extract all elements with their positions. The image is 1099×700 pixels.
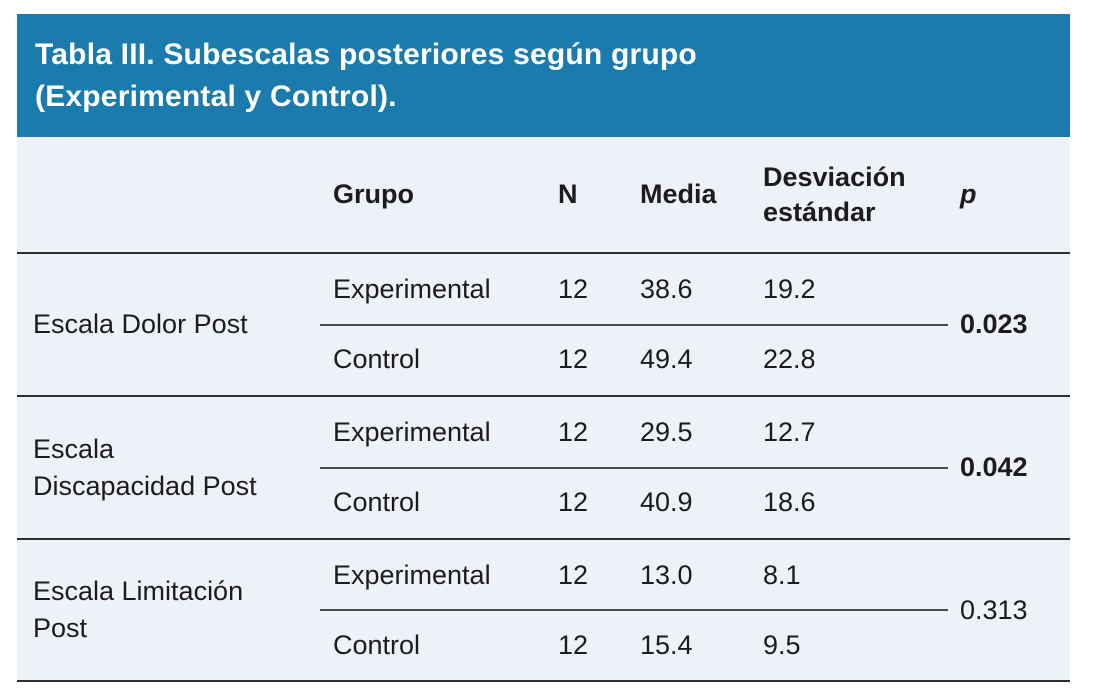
group-cell: Control [333, 344, 421, 375]
media-cell: 29.5 [640, 416, 693, 447]
table-card: Tabla III. Subescalas posteriores según … [17, 14, 1070, 682]
sd-cell: 9.5 [763, 629, 801, 660]
group-cell: Experimental [333, 273, 491, 304]
media-cell: 15.4 [640, 629, 693, 660]
n-cell: 12 [558, 487, 589, 518]
media-cell: 38.6 [640, 273, 693, 304]
group-cell: Experimental [333, 559, 491, 590]
table-row-limitacion: Escala Limitación Post Experimental 12 1… [17, 538, 1070, 682]
n-cell: 12 [558, 629, 589, 660]
column-header-desviacion: Desviación estándar [763, 161, 906, 227]
table-row-dolor: Escala Dolor Post Experimental 12 38.6 1… [17, 252, 1070, 395]
row-divider [320, 609, 948, 611]
table-body: Grupo N Media Desviación estándar p Esca… [17, 137, 1070, 682]
n-cell: 12 [558, 559, 589, 590]
sd-cell: 22.8 [763, 344, 816, 375]
n-cell: 12 [558, 273, 589, 304]
row-divider [320, 323, 948, 326]
group-cell: Control [333, 629, 421, 660]
p-value: 0.313 [960, 594, 1028, 625]
media-cell: 13.0 [640, 559, 693, 590]
table-title-bar: Tabla III. Subescalas posteriores según … [17, 14, 1070, 137]
group-cell: Experimental [333, 416, 491, 447]
scale-label: Escala Discapacidad Post [33, 433, 257, 501]
table-row-discapacidad: Escala Discapacidad Post Experimental 12… [17, 395, 1070, 538]
sd-cell: 12.7 [763, 416, 816, 447]
column-header-n: N [558, 179, 578, 209]
p-value: 0.023 [960, 309, 1028, 339]
scale-label: Escala Dolor Post [33, 309, 248, 339]
media-cell: 49.4 [640, 344, 693, 375]
sd-cell: 18.6 [763, 487, 816, 518]
column-header-row: Grupo N Media Desviación estándar p [17, 137, 1070, 252]
column-header-media: Media [640, 179, 717, 209]
row-divider [320, 466, 948, 469]
media-cell: 40.9 [640, 487, 693, 518]
scale-label: Escala Limitación Post [33, 576, 244, 643]
column-header-p: p [960, 179, 977, 209]
n-cell: 12 [558, 416, 589, 447]
n-cell: 12 [558, 344, 589, 375]
group-cell: Control [333, 487, 421, 518]
sd-cell: 19.2 [763, 273, 816, 304]
column-header-grupo: Grupo [333, 179, 414, 209]
table-title: Tabla III. Subescalas posteriores según … [35, 37, 697, 113]
sd-cell: 8.1 [763, 559, 801, 590]
p-value: 0.042 [960, 452, 1028, 482]
